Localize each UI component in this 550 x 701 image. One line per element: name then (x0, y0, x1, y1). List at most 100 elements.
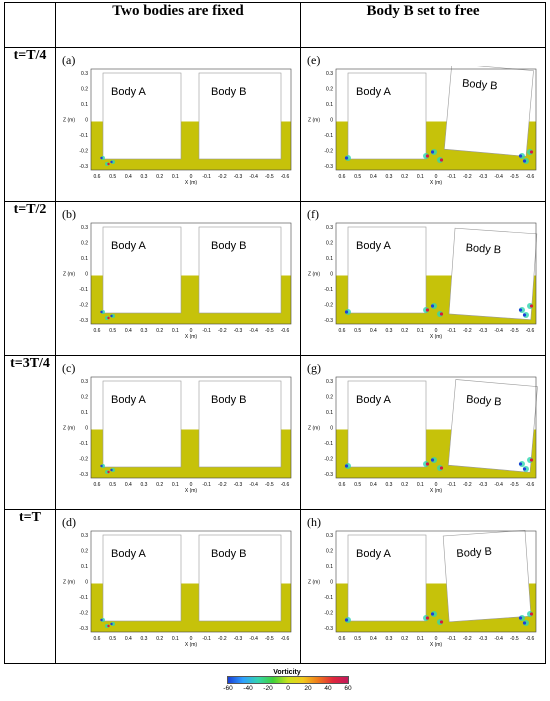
colorbar-tick: -60 (223, 685, 233, 692)
x-tick-label: -0.4 (494, 636, 503, 642)
body-b-shape (198, 534, 282, 622)
x-tick-label: 0.3 (386, 174, 393, 180)
z-tick-label: 0.3 (326, 225, 333, 231)
x-tick-label: 0 (435, 174, 438, 180)
vortex-core (344, 464, 349, 468)
colorbar-gradient (227, 676, 349, 684)
body-a-shape (102, 226, 182, 314)
x-tick-label: 0.2 (156, 636, 163, 642)
x-tick-label: -0.4 (249, 636, 258, 642)
x-tick-label: -0.3 (479, 328, 488, 334)
x-tick-label: 0.5 (109, 328, 116, 334)
vortex-core (518, 462, 523, 466)
z-tick-label: -0.3 (324, 472, 333, 478)
vortex-core (529, 150, 534, 154)
vortex-core (439, 466, 444, 470)
vortex-core (110, 468, 113, 472)
panel-tag: (h) (307, 515, 321, 529)
z-tick-label: 0.1 (326, 256, 333, 262)
body-b-label: Body B (456, 546, 492, 560)
body-b-shape (448, 227, 538, 321)
z-tick-label: 0 (85, 426, 88, 432)
body-a-label: Body A (356, 86, 392, 98)
body-b-group: Body B (443, 66, 534, 157)
z-tick-label: 0.1 (326, 102, 333, 108)
vortex-core (110, 314, 113, 318)
z-axis-label: Z (m) (308, 426, 320, 432)
panel-b: (b) Body A Body B 0.3 0.2 0.1 0 -0.1 -0.2 -0.3 Z … (55, 201, 301, 356)
x-tick-label: 0.2 (401, 482, 408, 488)
body-b-group: Body B (448, 227, 538, 321)
body-b-label: Body B (211, 240, 246, 252)
x-tick-label: -0.3 (479, 174, 488, 180)
vortex-core (529, 458, 534, 462)
body-b-label: Body B (211, 394, 246, 406)
vorticity-plot: Body A Body B 0.3 0.2 0.1 0 -0.1 -0.2 -0.3 Z (m) 0… (308, 529, 537, 648)
colorbar-tick: 0 (286, 685, 290, 692)
x-tick-label: -0.5 (265, 174, 274, 180)
vortex-core (344, 310, 349, 314)
z-tick-label: 0.3 (326, 71, 333, 77)
body-a-label: Body A (111, 240, 147, 252)
vortex-core (100, 464, 103, 468)
x-tick-label: 0 (190, 174, 193, 180)
x-tick-label: 0.1 (172, 636, 179, 642)
x-tick-label: -0.6 (281, 328, 290, 334)
panel-tag: (c) (62, 361, 76, 375)
x-tick-label: 0 (190, 328, 193, 334)
x-tick-label: 0 (435, 482, 438, 488)
x-tick-label: -0.2 (463, 482, 472, 488)
vortex-core (107, 316, 110, 320)
x-tick-label: 0.2 (401, 174, 408, 180)
x-tick-label: 0.4 (125, 636, 132, 642)
x-tick-label: 0.6 (94, 636, 101, 642)
row-label: t=T/2 (4, 201, 56, 356)
body-a-shape (347, 534, 427, 622)
x-axis-label: X (m) (185, 180, 198, 186)
x-tick-label: 0.2 (401, 328, 408, 334)
x-tick-label: -0.5 (265, 328, 274, 334)
z-tick-label: -0.1 (324, 595, 333, 601)
x-tick-label: 0.6 (94, 482, 101, 488)
colorbar-tick: -20 (263, 685, 273, 692)
header-fixed: Two bodies are fixed (55, 2, 301, 48)
panel-tag: (a) (62, 53, 76, 67)
z-tick-label: -0.3 (324, 318, 333, 324)
vortex-core (344, 156, 349, 160)
x-tick-label: 0.1 (417, 636, 424, 642)
panel-tag: (b) (62, 207, 76, 221)
body-b-group: Body B (198, 72, 282, 160)
x-tick-label: 0.6 (94, 174, 101, 180)
x-axis-label: X (m) (185, 488, 198, 494)
vortex-core (439, 620, 444, 624)
header-free: Body B set to free (300, 2, 546, 48)
x-tick-label: -0.4 (494, 482, 503, 488)
x-axis-label: X (m) (430, 334, 443, 340)
x-tick-label: 0.6 (339, 482, 346, 488)
colorbar-ticks: -60 -40 -20 0 20 40 60 (222, 684, 352, 694)
x-tick-label: -0.2 (463, 636, 472, 642)
x-tick-label: 0.1 (172, 328, 179, 334)
x-tick-label: 0.4 (125, 174, 132, 180)
vortex-core (100, 618, 103, 622)
z-tick-label: -0.2 (324, 149, 333, 155)
x-tick-label: -0.2 (218, 636, 227, 642)
body-b-shape (198, 72, 282, 160)
x-tick-label: -0.2 (218, 482, 227, 488)
z-tick-label: 0.2 (326, 549, 333, 555)
x-tick-label: -0.3 (234, 482, 243, 488)
z-tick-label: 0 (85, 118, 88, 124)
vortex-core (107, 624, 110, 628)
x-tick-label: 0.3 (386, 482, 393, 488)
z-tick-label: -0.1 (324, 133, 333, 139)
z-tick-label: 0 (330, 580, 333, 586)
vorticity-plot: Body A Body B 0.3 0.2 0.1 0 -0.1 -0.2 -0.3 Z (m) 0… (63, 222, 292, 340)
x-axis-label: X (m) (430, 180, 443, 186)
z-tick-label: 0 (85, 580, 88, 586)
panel-tag: (d) (62, 515, 76, 529)
z-tick-label: 0.2 (326, 395, 333, 401)
vortex-core (439, 312, 444, 316)
x-tick-label: 0 (190, 636, 193, 642)
z-tick-label: -0.3 (79, 164, 88, 170)
plot-frame (90, 376, 292, 479)
